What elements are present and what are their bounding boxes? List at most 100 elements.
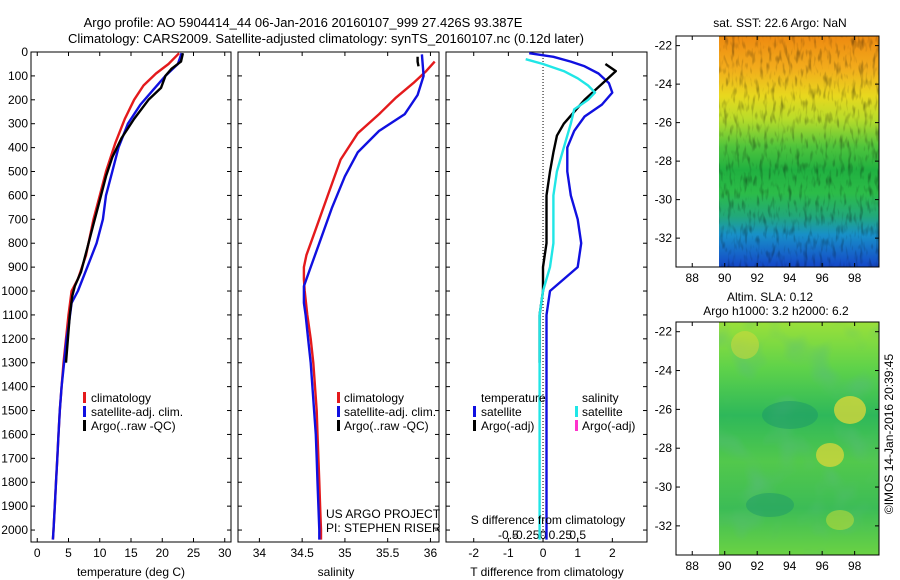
salinity-panel-frame xyxy=(237,51,440,543)
depth-tick-label: 0 xyxy=(21,45,28,59)
lon-tick-label: 98 xyxy=(848,271,862,285)
difference-legend: temperature salinity satellite Argo(-adj… xyxy=(473,391,635,433)
legend-swatch-argo xyxy=(337,420,340,431)
lon-tick-label: 98 xyxy=(848,559,862,573)
sst-map-axes: 88 90 92 94 96 98 -22 -24 -26 -28 -30 -32 xyxy=(655,36,879,285)
header-line2: Climatology: CARS2009. Satellite-adjuste… xyxy=(68,31,584,46)
lon-tick-label: 94 xyxy=(783,559,797,573)
s-difference-axis-label: S difference from climatology xyxy=(471,513,626,527)
curve-satellite-adj-clim- xyxy=(51,52,183,540)
lat-tick-label: -28 xyxy=(655,441,673,455)
lon-tick-label: 94 xyxy=(783,271,797,285)
depth-tick-label: 1400 xyxy=(1,380,28,394)
legend-label-temp-satellite: satellite xyxy=(481,405,522,419)
legend-header-salinity: salinity xyxy=(582,391,619,405)
lat-tick-label: -26 xyxy=(655,116,673,130)
lat-tick-label: -30 xyxy=(655,193,673,207)
curve-climatology xyxy=(302,60,436,540)
x-tick-label: 20 xyxy=(156,546,170,560)
temperature-legend: climatology satellite-adj. clim. Argo(..… xyxy=(83,391,183,433)
lon-tick-label: 90 xyxy=(718,271,732,285)
depth-tick-label: 800 xyxy=(8,236,28,250)
x-tick-label: 15 xyxy=(124,546,138,560)
lat-tick-label: -22 xyxy=(655,325,673,339)
lon-tick-label: 92 xyxy=(751,559,765,573)
depth-tick-label: 600 xyxy=(8,188,28,202)
x-tick-label: 34 xyxy=(253,546,267,560)
temperature-axis-label: temperature (deg C) xyxy=(77,565,185,579)
salinity-legend: climatology satellite-adj. clim. Argo(..… xyxy=(337,391,436,433)
s-tick-label: -0.25 xyxy=(512,528,540,542)
x-tick-label: 30 xyxy=(218,546,232,560)
curve-salinity-satellite xyxy=(525,58,597,540)
x-tick-label: 35 xyxy=(338,546,352,560)
legend-swatch-temp-satellite xyxy=(473,406,476,417)
x-tick-label: 35.5 xyxy=(376,546,400,560)
curve-satellite-adj-clim- xyxy=(302,54,425,540)
salinity-axis-label: salinity xyxy=(318,565,355,579)
x-axes: 0 5 10 15 20 25 30 34 34.5 35 35.5 36 -2 -1 0 1 2 -0.5-0.… xyxy=(34,52,616,560)
depth-tick-label: 700 xyxy=(8,212,28,226)
lat-tick-label: -22 xyxy=(655,39,673,53)
lon-tick-label: 88 xyxy=(686,271,700,285)
difference-panel-frame xyxy=(445,51,648,543)
lat-tick-label: -32 xyxy=(655,519,673,533)
lon-tick-label: 96 xyxy=(815,559,829,573)
legend-swatch-sal-satellite xyxy=(575,406,578,417)
curve-argo-raw-qc- xyxy=(416,56,420,67)
x-tick-label: 2 xyxy=(609,546,616,560)
sla-map-axes: 88 90 92 94 96 98 -22 -24 -26 -28 -30 -32 xyxy=(655,322,879,573)
legend-swatch-satellite xyxy=(337,406,340,417)
lon-tick-label: 96 xyxy=(815,271,829,285)
depth-tick-label: 300 xyxy=(8,117,28,131)
legend-swatch-temp-argo xyxy=(473,420,476,431)
x-tick-label: 36 xyxy=(424,546,438,560)
credit-line2: PI: STEPHEN RISER xyxy=(326,521,441,535)
legend-header-temperature: temperature xyxy=(481,391,546,405)
depth-tick-label: 1900 xyxy=(1,499,28,513)
legend-label-argo: Argo(..raw -QC) xyxy=(91,419,176,433)
legend-swatch-argo xyxy=(83,420,86,431)
header-line1: Argo profile: AO 5904414_44 06-Jan-2016 … xyxy=(84,15,523,30)
sla-map-title2: Argo h1000: 3.2 h2000: 6.2 xyxy=(703,304,849,318)
sst-map-title: sat. SST: 22.6 Argo: NaN xyxy=(713,16,846,30)
legend-label-temp-argo: Argo(-adj) xyxy=(481,419,534,433)
lat-tick-label: -28 xyxy=(655,154,673,168)
depth-tick-label: 400 xyxy=(8,141,28,155)
x-tick-label: 34.5 xyxy=(290,546,314,560)
legend-label-satellite: satellite-adj. clim. xyxy=(344,405,436,419)
sst-field xyxy=(719,36,879,267)
lon-tick-label: 88 xyxy=(686,559,700,573)
depth-tick-label: 200 xyxy=(8,93,28,107)
x-tick-label: 25 xyxy=(187,546,201,560)
imos-stamp: ©IMOS 14-Jan-2016 20:39:45 xyxy=(882,354,896,515)
depth-tick-label: 1200 xyxy=(1,332,28,346)
s-tick-label: -0.5 xyxy=(498,528,519,542)
legend-swatch-satellite xyxy=(83,406,86,417)
x-tick-label: 5 xyxy=(65,546,72,560)
depth-tick-label: 1100 xyxy=(2,308,28,322)
x-tick-label: 0 xyxy=(34,546,41,560)
lat-tick-label: -32 xyxy=(655,231,673,245)
depth-tick-label: 100 xyxy=(8,69,28,83)
depth-tick-label: 1000 xyxy=(1,284,28,298)
s-tick-label: 0.25 xyxy=(549,528,573,542)
curve-temperature-argo-adj- xyxy=(538,63,617,363)
lat-tick-label: -24 xyxy=(655,77,673,91)
legend-swatch-climatology xyxy=(83,392,86,403)
lat-tick-label: -24 xyxy=(655,364,673,378)
x-tick-label: -2 xyxy=(468,546,479,560)
x-tick-label: 10 xyxy=(93,546,107,560)
difference-axis-label: T difference from climatology xyxy=(470,565,624,579)
legend-label-argo: Argo(..raw -QC) xyxy=(344,419,429,433)
depth-tick-label: 1800 xyxy=(1,475,28,489)
x-tick-label: 1 xyxy=(574,546,581,560)
lon-tick-label: 90 xyxy=(718,559,732,573)
sla-map-title1: Altim. SLA: 0.12 xyxy=(727,290,813,304)
legend-label-sal-argo: Argo(-adj) xyxy=(582,419,635,433)
lat-tick-label: -30 xyxy=(655,480,673,494)
legend-label-satellite: satellite-adj. clim. xyxy=(91,405,183,419)
legend-label-climatology: climatology xyxy=(91,391,151,405)
legend-swatch-sal-argo xyxy=(575,420,578,431)
